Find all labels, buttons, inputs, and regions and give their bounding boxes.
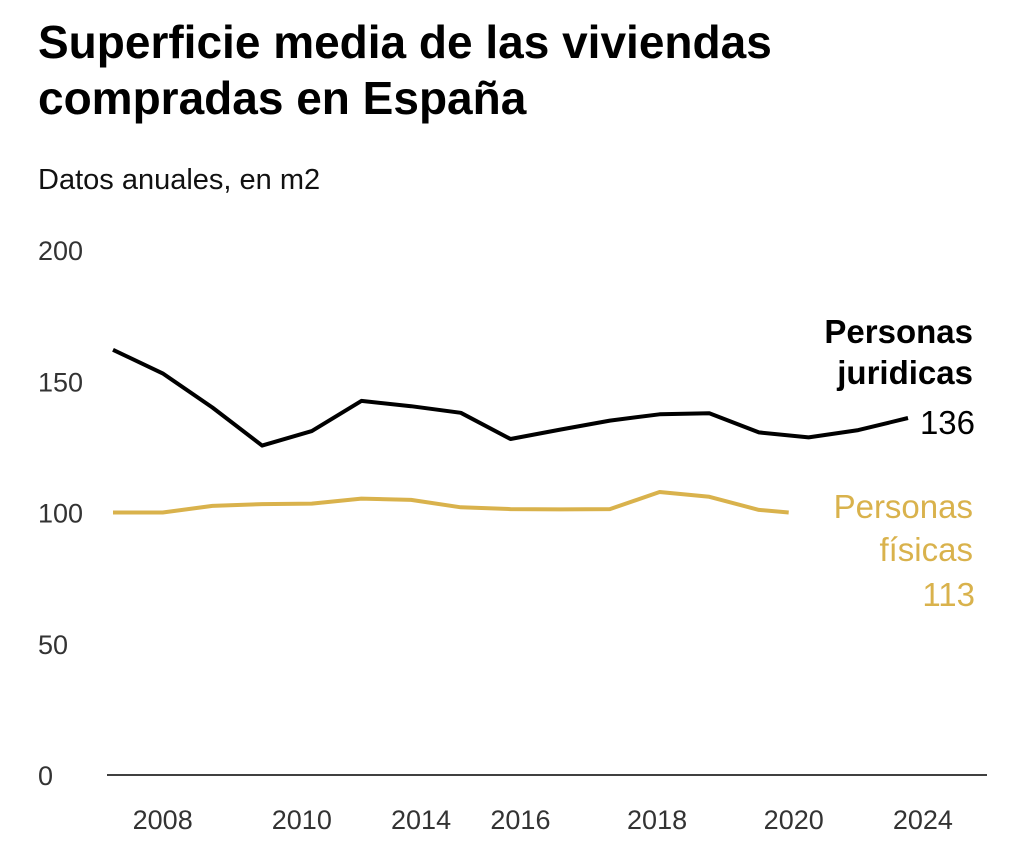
series-label: Personas bbox=[824, 313, 973, 350]
series-end-value: 136 bbox=[920, 404, 975, 441]
series-label: físicas bbox=[879, 531, 973, 568]
series-label: juridicas bbox=[836, 354, 973, 391]
chart-subtitle: Datos anuales, en m2 bbox=[38, 164, 321, 196]
series-label: Personas bbox=[834, 488, 973, 525]
chart-title: Superficie media de las viviendas compra… bbox=[38, 16, 772, 124]
x-tick-label: 2020 bbox=[764, 805, 824, 835]
x-tick-label: 2024 bbox=[893, 805, 953, 835]
series-line-personas-fisicas bbox=[113, 490, 789, 515]
y-tick-label: 50 bbox=[38, 630, 68, 660]
y-tick-label: 0 bbox=[38, 761, 53, 791]
series-line-personas-juridicas bbox=[112, 347, 909, 448]
x-tick-label: 2008 bbox=[133, 805, 193, 835]
y-tick-label: 100 bbox=[38, 499, 83, 529]
x-tick-label: 2014 bbox=[391, 805, 451, 835]
y-tick-label: 150 bbox=[38, 367, 83, 397]
series-end-value: 113 bbox=[922, 576, 975, 613]
x-tick-label: 2010 bbox=[272, 805, 332, 835]
x-tick-label: 2016 bbox=[490, 805, 550, 835]
x-tick-label: 2018 bbox=[627, 805, 687, 835]
y-tick-label: 200 bbox=[38, 236, 83, 266]
